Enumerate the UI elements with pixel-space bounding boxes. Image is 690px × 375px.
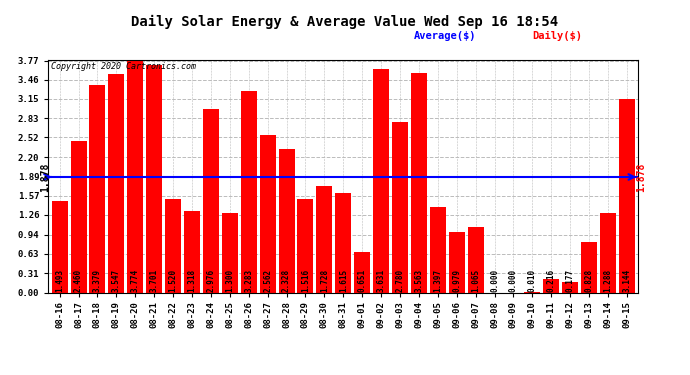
Text: Daily($): Daily($) xyxy=(532,32,582,41)
Text: 1.493: 1.493 xyxy=(55,269,64,292)
Bar xyxy=(90,85,106,292)
Bar xyxy=(184,211,200,292)
Text: 1.878: 1.878 xyxy=(40,162,50,192)
Text: 0.000: 0.000 xyxy=(490,269,499,292)
Text: 0.979: 0.979 xyxy=(452,269,461,292)
Text: 3.631: 3.631 xyxy=(377,269,386,292)
Bar xyxy=(316,186,333,292)
Bar xyxy=(221,213,238,292)
Text: 1.878: 1.878 xyxy=(636,162,647,192)
Text: 2.780: 2.780 xyxy=(395,269,404,292)
Text: 0.216: 0.216 xyxy=(546,269,555,292)
Bar xyxy=(203,110,219,292)
Text: 1.288: 1.288 xyxy=(604,269,613,292)
Text: Average($): Average($) xyxy=(414,32,477,41)
Text: 0.828: 0.828 xyxy=(584,269,593,292)
Text: 2.460: 2.460 xyxy=(74,269,83,292)
Bar xyxy=(241,91,257,292)
Bar xyxy=(411,74,427,292)
Bar xyxy=(448,232,465,292)
Bar xyxy=(392,122,408,292)
Bar xyxy=(108,74,124,292)
Text: 0.177: 0.177 xyxy=(566,269,575,292)
Text: 3.547: 3.547 xyxy=(112,269,121,292)
Bar xyxy=(543,279,560,292)
Bar xyxy=(354,252,371,292)
Text: 2.562: 2.562 xyxy=(263,269,272,292)
Text: 1.318: 1.318 xyxy=(188,269,197,292)
Text: 1.300: 1.300 xyxy=(226,269,235,292)
Text: 1.516: 1.516 xyxy=(301,269,310,292)
Bar xyxy=(279,149,295,292)
Text: 1.615: 1.615 xyxy=(339,269,348,292)
Bar xyxy=(165,199,181,292)
Text: 0.010: 0.010 xyxy=(528,269,537,292)
Text: 1.397: 1.397 xyxy=(433,269,442,292)
Bar xyxy=(562,282,578,292)
Text: 1.065: 1.065 xyxy=(471,269,480,292)
Text: 3.283: 3.283 xyxy=(244,269,253,292)
Text: 1.520: 1.520 xyxy=(168,269,177,292)
Bar xyxy=(70,141,86,292)
Bar xyxy=(127,60,144,292)
Bar xyxy=(600,213,616,292)
Text: Daily Solar Energy & Average Value Wed Sep 16 18:54: Daily Solar Energy & Average Value Wed S… xyxy=(131,15,559,29)
Bar xyxy=(259,135,276,292)
Bar xyxy=(581,242,597,292)
Bar xyxy=(52,201,68,292)
Text: 0.000: 0.000 xyxy=(509,269,518,292)
Text: 3.144: 3.144 xyxy=(622,269,631,292)
Text: 0.651: 0.651 xyxy=(357,269,366,292)
Bar xyxy=(619,99,635,292)
Text: 3.701: 3.701 xyxy=(150,269,159,292)
Bar xyxy=(468,227,484,292)
Bar xyxy=(297,199,313,292)
Text: Copyright 2020 Cartronics.com: Copyright 2020 Cartronics.com xyxy=(51,62,196,71)
Bar xyxy=(430,207,446,292)
Bar xyxy=(335,193,351,292)
Bar xyxy=(373,69,389,292)
Text: 2.976: 2.976 xyxy=(206,269,215,292)
Text: 2.328: 2.328 xyxy=(282,269,291,292)
Text: 3.774: 3.774 xyxy=(131,269,140,292)
Text: 3.563: 3.563 xyxy=(415,269,424,292)
Bar xyxy=(146,65,162,292)
Text: 1.728: 1.728 xyxy=(320,269,329,292)
Text: 3.379: 3.379 xyxy=(93,269,102,292)
